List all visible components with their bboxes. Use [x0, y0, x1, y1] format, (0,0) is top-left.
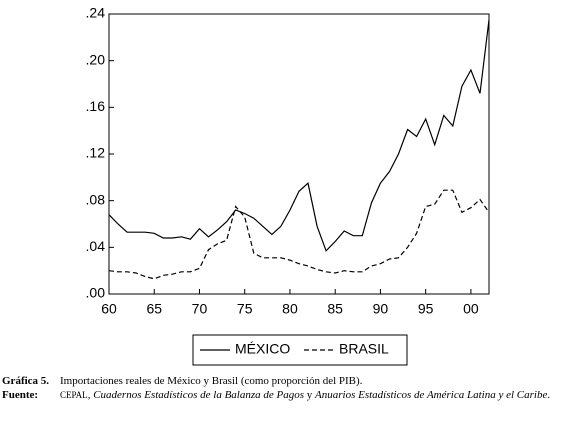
y-tick-label: .16	[86, 98, 106, 114]
caption: Gráfica 5. Importaciones reales de México…	[2, 375, 362, 388]
y-tick-label: .00	[86, 285, 106, 301]
source-join: y	[306, 389, 313, 401]
x-tick-label: 95	[418, 301, 434, 317]
y-tick-label: .12	[86, 145, 106, 161]
source-label: Fuente:	[2, 389, 39, 401]
y-tick-label: .04	[86, 238, 106, 254]
x-tick-label: 80	[282, 301, 298, 317]
series-line	[108, 19, 490, 252]
x-tick-label: 70	[192, 301, 208, 317]
plot-frame	[108, 13, 490, 295]
source-title: Anuarios Estadísticos de América Latina …	[315, 389, 548, 401]
source-org: CEPAL	[60, 390, 88, 400]
caption-label: Gráfica 5.	[2, 375, 50, 387]
legend-label: MÉXICO	[235, 341, 290, 357]
x-tick-label: 65	[146, 301, 162, 317]
source-end: .	[547, 389, 551, 401]
legend-label: BRASIL	[339, 341, 389, 357]
y-tick-label: .08	[86, 191, 106, 207]
source-title: Cuadernos Estadísticos de la Balanza de …	[93, 389, 305, 401]
x-tick-label: 85	[327, 301, 343, 317]
chart: .00 .04 .08 .12 .16 .20 .24 60 65 70 75 80 85 90 95 00 M…	[86, 5, 490, 366]
x-tick-label: 75	[237, 301, 253, 317]
x-tick-label: 00	[463, 301, 479, 317]
x-tick-label: 60	[101, 301, 117, 317]
source-sep: ,	[87, 389, 91, 401]
source: Fuente: CEPAL, Cuadernos Estadísticos de …	[2, 389, 572, 402]
x-tick-label: 90	[373, 301, 389, 317]
y-tick-label: .20	[86, 51, 106, 67]
series-line	[108, 189, 490, 280]
caption-text: Importaciones reales de México y Brasil …	[60, 375, 363, 387]
y-tick-label: .24	[86, 5, 106, 21]
